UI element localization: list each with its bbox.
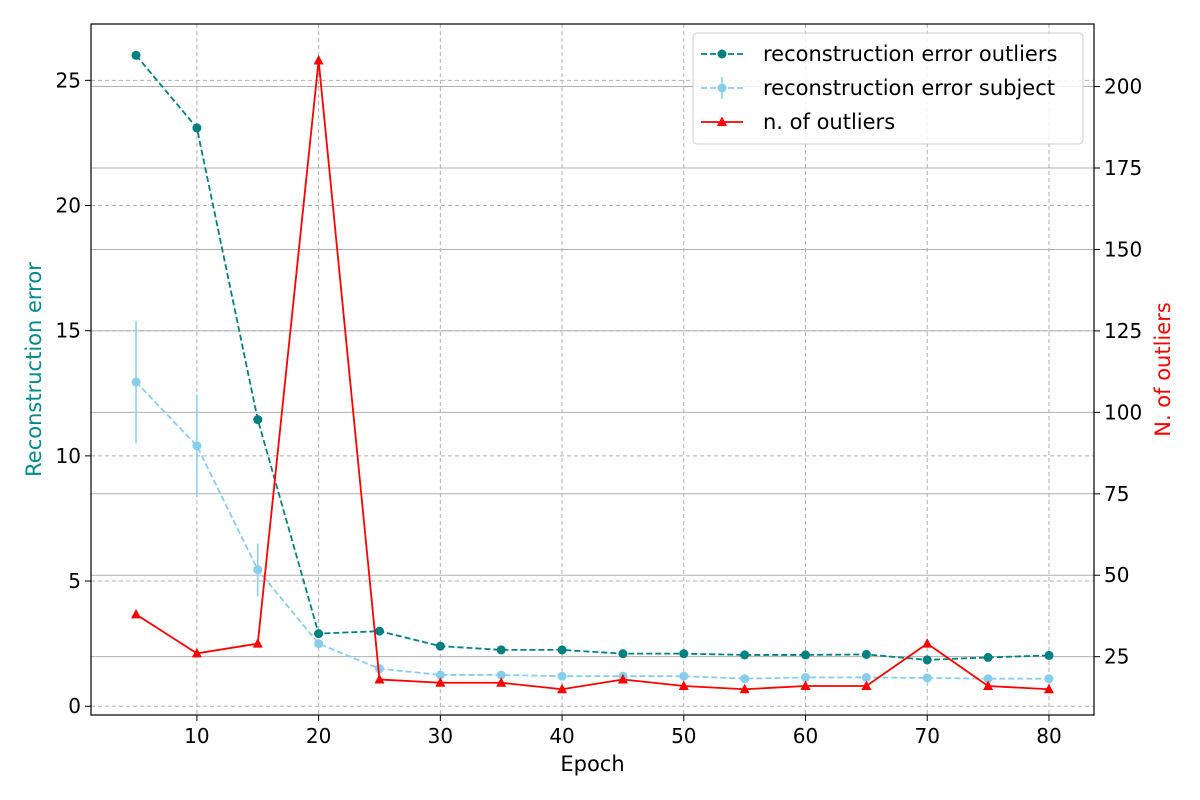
reconstruction-error-outliers-line (135, 54, 1049, 661)
x-tick-label: 80 (1036, 724, 1061, 748)
reconstruction-error-outliers-point (983, 652, 993, 662)
reconstruction-error-outliers-point (801, 650, 811, 660)
n-of-outliers-point (191, 647, 202, 658)
reconstruction-error-outliers-point (740, 650, 750, 660)
reconstruction-error-subject-point (496, 670, 506, 680)
reconstruction-error-subject-point (1044, 674, 1054, 684)
legend-marker (717, 116, 727, 126)
reconstruction-error-outliers-point (192, 123, 202, 133)
n-of-outliers-point (617, 673, 628, 684)
reconstruction-error-subject-point (679, 671, 689, 681)
y-left-tick-label: 5 (68, 569, 81, 593)
legend-marker (717, 49, 727, 59)
plot-series (131, 50, 1054, 694)
reconstruction-error-outliers-point (374, 626, 384, 636)
n-of-outliers-point (983, 680, 994, 691)
legend-label: reconstruction error outliers (763, 42, 1057, 66)
reconstruction-error-subject-point (131, 377, 141, 387)
reconstruction-error-outliers-point (618, 649, 628, 659)
x-tick-label: 20 (306, 724, 331, 748)
n-of-outliers-point (922, 638, 933, 648)
n-of-outliers-line (135, 60, 1050, 691)
reconstruction-error-subject-point (374, 664, 384, 674)
n-of-outliers-point (496, 677, 507, 687)
y-right-tick-label: 150 (1104, 237, 1142, 261)
reconstruction-error-subject-line (135, 381, 1049, 680)
reconstruction-error-outliers-point (1044, 650, 1054, 660)
reconstruction-error-subject-point (801, 672, 811, 682)
reconstruction-error-outliers-point (679, 649, 689, 659)
n-of-outliers-point (131, 608, 142, 619)
axis-ticks: 10 20 30 40 50 60 70 80 0 5 10 15 20 25 25 50 75 100 125 15… (56, 68, 1143, 748)
reconstruction-error-subject-point (557, 671, 567, 681)
x-tick-label: 40 (549, 724, 574, 748)
y-left-tick-label: 20 (56, 194, 81, 218)
x-tick-label: 10 (184, 724, 209, 748)
n-of-outliers-point (1043, 683, 1054, 694)
x-tick-label: 70 (915, 724, 940, 748)
y-right-tick-label: 175 (1104, 156, 1142, 180)
legend-box (692, 32, 1084, 145)
reconstruction-error-subject-point (740, 674, 750, 684)
y-right-tick-label: 75 (1104, 482, 1129, 506)
reconstruction-error-subject-point (314, 639, 324, 649)
x-tick-label: 60 (793, 724, 818, 748)
y-left-tick-label: 0 (68, 694, 81, 718)
reconstruction-error-outliers-point (253, 415, 263, 425)
series-0 (131, 50, 1054, 665)
y-right-tick-label: 200 (1104, 75, 1142, 99)
reconstruction-error-outliers-point (435, 641, 445, 651)
y-right-tick-label: 100 (1104, 400, 1142, 424)
y-left-tick-label: 25 (56, 68, 81, 92)
y-right-tick-label: 125 (1104, 319, 1142, 343)
reconstruction-error-outliers-point (557, 645, 567, 655)
reconstruction-error-subject-point (435, 670, 445, 680)
y-left-tick-label: 10 (56, 444, 81, 468)
reconstruction-error-outliers-point (314, 629, 324, 639)
x-tick-label: 30 (428, 724, 453, 748)
reconstruction-error-outliers-point (131, 50, 141, 60)
plot-frame (90, 23, 1095, 716)
legend: reconstruction error outliers reconstruct… (692, 32, 1084, 145)
reconstruction-error-outliers-point (922, 655, 932, 665)
x-tick-label: 50 (671, 724, 696, 748)
reconstruction-error-subject-point (983, 674, 993, 684)
reconstruction-error-outliers-point (861, 649, 871, 659)
legend-label: n. of outliers (763, 110, 895, 134)
legend-marker (717, 83, 727, 93)
n-of-outliers-point (800, 680, 811, 691)
reconstruction-error-subject-point (253, 565, 263, 575)
series-2 (131, 54, 1054, 694)
legend-item: reconstruction error outliers (701, 42, 1057, 66)
y-right-tick-label: 50 (1104, 563, 1129, 587)
legend-item: reconstruction error subject (701, 76, 1055, 100)
reconstruction-error-subject-point (861, 672, 871, 682)
n-of-outliers-point (678, 680, 689, 691)
y-right-tick-label: 25 (1104, 645, 1129, 669)
series-1 (131, 320, 1054, 684)
n-of-outliers-point (557, 683, 568, 694)
reconstruction-error-subject-point (922, 673, 932, 683)
y-axis-right-label: N. of outliers (1151, 302, 1175, 437)
n-of-outliers-point (252, 638, 263, 648)
x-axis-label: Epoch (560, 752, 624, 776)
legend-label: reconstruction error subject (763, 76, 1055, 100)
reconstruction-error-subject-point (192, 441, 202, 451)
n-of-outliers-point (313, 54, 324, 65)
n-of-outliers-point (435, 677, 446, 687)
n-of-outliers-point (861, 680, 872, 691)
y-axis-left-label: Reconstruction error (22, 262, 46, 477)
n-of-outliers-point (374, 673, 385, 684)
y-left-tick-label: 15 (56, 319, 81, 343)
reconstruction-error-outliers-point (496, 645, 506, 655)
legend-item: n. of outliers (701, 110, 895, 134)
n-of-outliers-point (739, 683, 750, 694)
